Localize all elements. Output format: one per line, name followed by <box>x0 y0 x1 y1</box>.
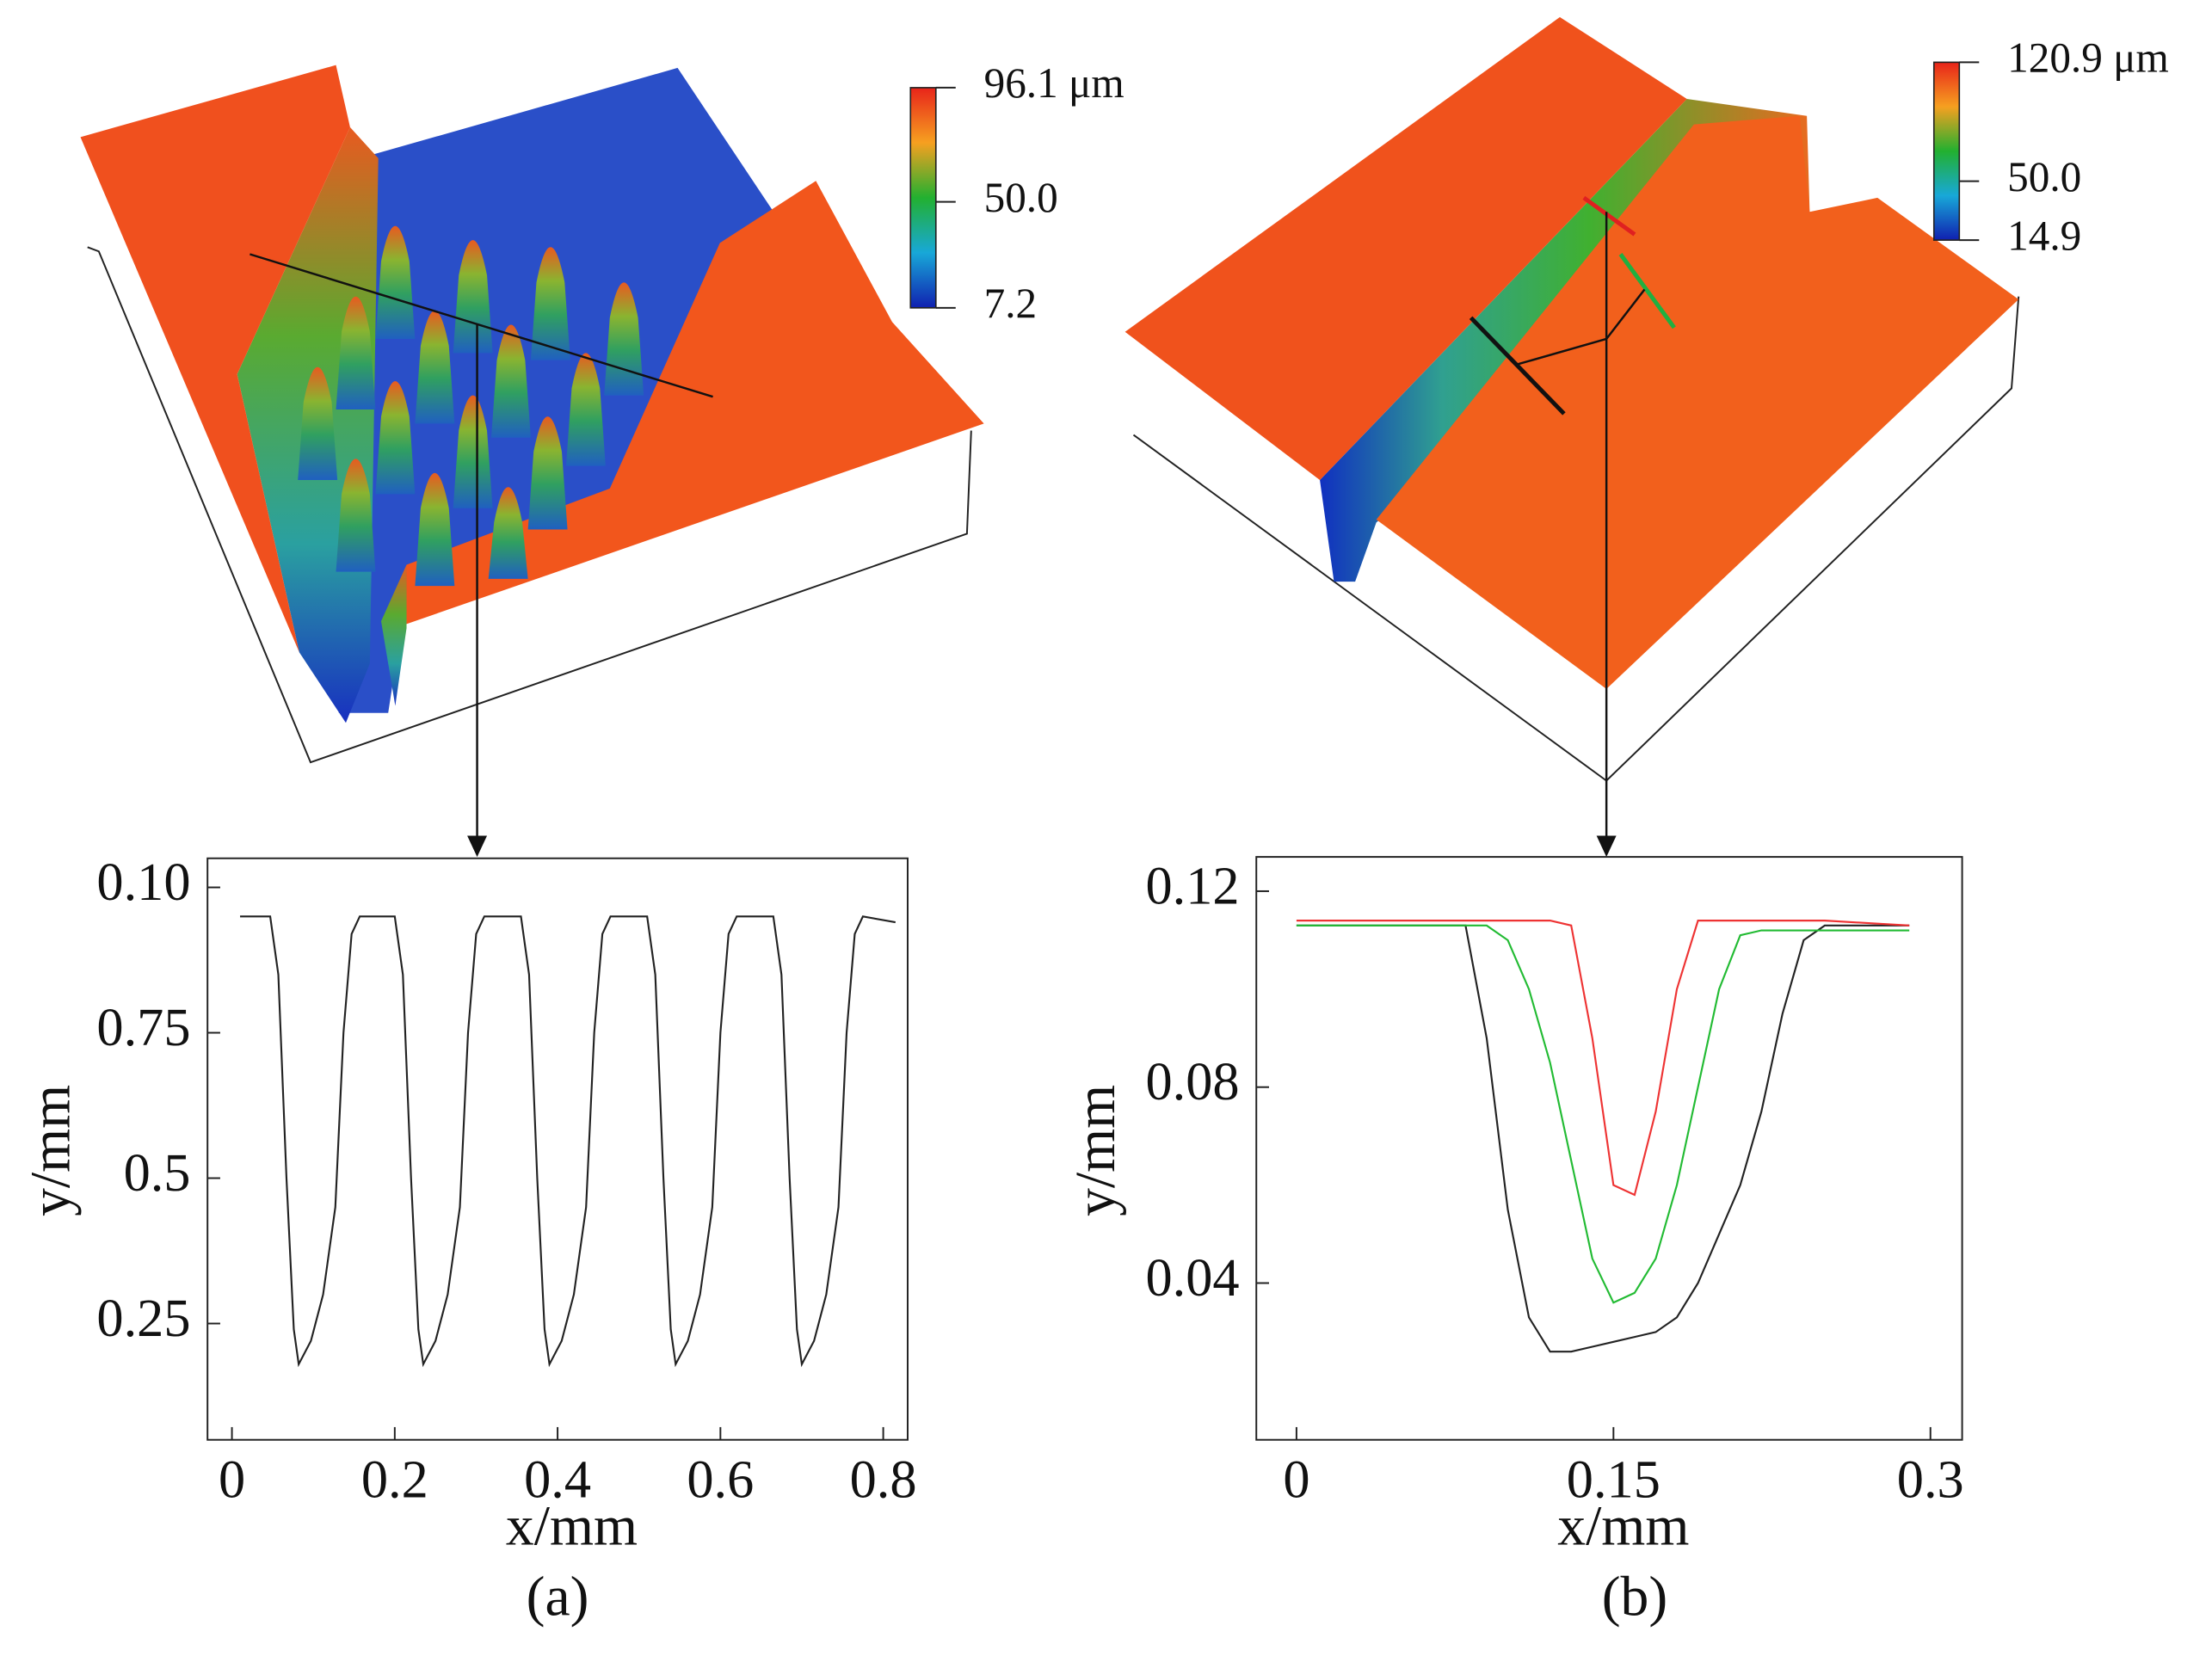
x-tick-label: 0.4 <box>524 1450 591 1510</box>
plot-frame <box>206 857 909 1441</box>
surface-3d-b <box>1124 16 2020 858</box>
x-tick-label: 0.15 <box>1567 1450 1661 1510</box>
x-tick-label: 0.6 <box>687 1450 754 1510</box>
y-axis-label: y/mm <box>1065 1085 1127 1216</box>
colorbar-label: 96.1 μm <box>984 59 1124 107</box>
colorbar-label: 50.0 <box>984 174 1058 221</box>
colorbar-label: 14.9 <box>2007 212 2081 259</box>
plot-frame <box>1255 856 1963 1441</box>
x-tick-label: 0.3 <box>1897 1450 1964 1510</box>
profile-line <box>1296 920 1910 1197</box>
profile-line <box>1296 924 1910 1304</box>
y-tick-label: 0.08 <box>1145 1052 1239 1111</box>
x-axis-label: x/mm <box>1557 1495 1689 1557</box>
y-axis-label: y/mm <box>21 1085 83 1216</box>
y-tick-label: 0.04 <box>1145 1248 1239 1308</box>
profile-line <box>1296 924 1910 1353</box>
x-tick-label: 0 <box>1283 1450 1309 1510</box>
pillars <box>298 225 644 587</box>
colorbar-label: 7.2 <box>984 280 1038 327</box>
profile-line <box>240 915 896 1368</box>
colorbar-label: 50.0 <box>2007 153 2081 200</box>
y-tick-label: 0.10 <box>96 853 190 912</box>
x-tick-label: 0.8 <box>850 1450 917 1510</box>
y-tick-label: 0.25 <box>96 1289 190 1348</box>
caption: (b) <box>1602 1566 1668 1628</box>
surface-3d-a <box>80 65 984 858</box>
caption: (a) <box>527 1566 589 1628</box>
x-tick-label: 0 <box>219 1450 245 1510</box>
y-tick-label: 0.5 <box>124 1143 191 1203</box>
colorbar-label: 120.9 μm <box>2007 34 2169 82</box>
y-tick-label: 0.75 <box>96 998 190 1057</box>
y-tick-label: 0.12 <box>1145 856 1239 915</box>
x-axis-label: x/mm <box>506 1495 638 1557</box>
x-tick-label: 0.2 <box>361 1450 428 1510</box>
